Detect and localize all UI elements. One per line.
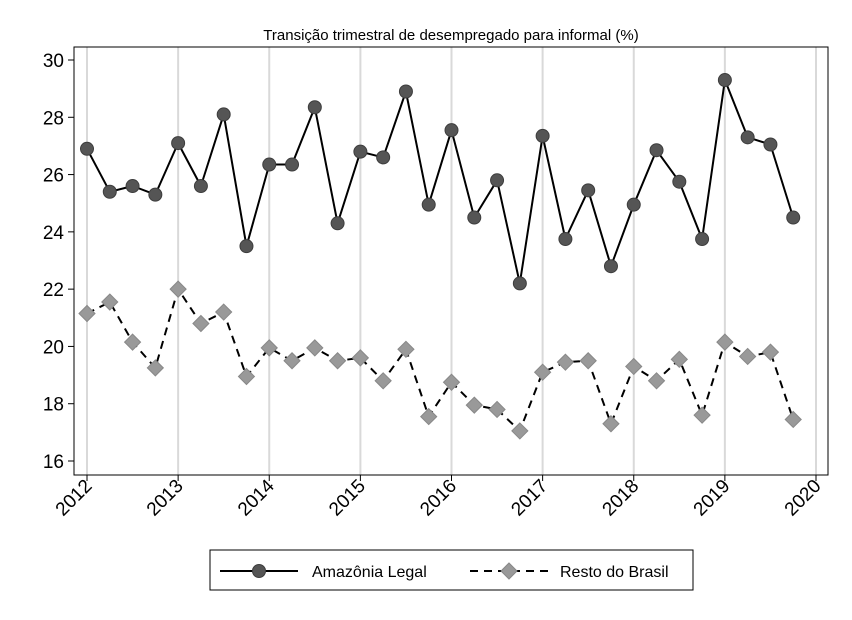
data-point-amazonia-legal-26 xyxy=(672,174,687,189)
data-point-amazonia-legal-13 xyxy=(376,150,391,165)
data-point-resto-do-brasil-15 xyxy=(420,407,438,426)
legend-box xyxy=(209,549,694,591)
data-point-amazonia-legal-31 xyxy=(786,210,801,225)
data-point-amazonia-legal-11 xyxy=(330,216,345,231)
data-point-resto-do-brasil-16 xyxy=(442,373,461,391)
data-point-resto-do-brasil-24 xyxy=(625,357,643,376)
x-tick-label-2018: 2018 xyxy=(599,476,644,521)
legend-label-resto: Resto do Brasil xyxy=(560,564,669,581)
legend: Amazônia Legal Resto do Brasil xyxy=(209,549,694,591)
data-point-resto-do-brasil-20 xyxy=(533,363,552,381)
data-point-resto-do-brasil-8 xyxy=(260,339,278,357)
data-point-resto-do-brasil-22 xyxy=(579,352,597,370)
data-point-amazonia-legal-21 xyxy=(558,232,573,247)
y-tick-label-26: 26 xyxy=(43,166,64,187)
data-point-amazonia-legal-16 xyxy=(444,123,459,138)
data-point-amazonia-legal-3 xyxy=(148,187,163,202)
data-point-resto-do-brasil-9 xyxy=(283,352,301,370)
data-point-resto-do-brasil-27 xyxy=(693,406,711,424)
data-point-amazonia-legal-2 xyxy=(125,179,140,194)
data-point-amazonia-legal-6 xyxy=(216,107,231,122)
data-point-amazonia-legal-4 xyxy=(171,136,186,151)
data-point-amazonia-legal-27 xyxy=(695,232,710,247)
x-axis: 2012 2013 2014 2015 2016 2017 2018 2019 2020 xyxy=(52,475,826,520)
data-point-amazonia-legal-19 xyxy=(512,276,527,291)
data-point-resto-do-brasil-4 xyxy=(169,280,187,298)
data-point-amazonia-legal-30 xyxy=(763,137,778,152)
series-line-amazonia-legal xyxy=(86,79,795,285)
data-point-amazonia-legal-0 xyxy=(80,141,94,156)
x-tick-label-2015: 2015 xyxy=(325,476,370,521)
data-point-amazonia-legal-1 xyxy=(102,184,117,199)
x-tick-label-2019: 2019 xyxy=(690,476,735,521)
data-point-resto-do-brasil-28 xyxy=(716,333,734,351)
data-point-resto-do-brasil-21 xyxy=(556,353,575,371)
series-layer xyxy=(78,73,802,440)
data-point-amazonia-legal-14 xyxy=(398,84,413,99)
legend-marker-amazonia xyxy=(252,564,266,578)
data-point-resto-do-brasil-2 xyxy=(123,333,142,351)
y-tick-label-18: 18 xyxy=(43,395,64,416)
legend-label-amazonia: Amazônia Legal xyxy=(312,564,427,581)
data-point-resto-do-brasil-7 xyxy=(237,367,256,386)
x-tick-label-2013: 2013 xyxy=(143,476,188,521)
data-point-amazonia-legal-23 xyxy=(603,259,618,274)
data-point-amazonia-legal-25 xyxy=(649,143,664,158)
chart-title: Transição trimestral de desempregado par… xyxy=(263,27,638,44)
y-axis: 16 18 20 22 24 26 28 30 xyxy=(43,51,74,473)
data-point-amazonia-legal-18 xyxy=(490,173,505,188)
data-point-amazonia-legal-24 xyxy=(626,197,641,212)
data-point-amazonia-legal-22 xyxy=(581,183,596,198)
data-point-resto-do-brasil-12 xyxy=(351,349,370,367)
x-tick-label-2020: 2020 xyxy=(781,476,826,521)
grid-lines xyxy=(86,47,817,475)
x-tick-label-2016: 2016 xyxy=(416,476,461,521)
data-point-resto-do-brasil-1 xyxy=(101,293,119,311)
data-point-amazonia-legal-8 xyxy=(262,157,277,172)
data-point-resto-do-brasil-29 xyxy=(738,347,757,366)
data-point-resto-do-brasil-10 xyxy=(306,339,324,357)
data-point-amazonia-legal-12 xyxy=(353,144,368,159)
data-point-amazonia-legal-29 xyxy=(740,130,755,145)
data-point-resto-do-brasil-5 xyxy=(192,314,210,333)
data-point-resto-do-brasil-31 xyxy=(784,410,802,429)
data-point-resto-do-brasil-25 xyxy=(647,372,666,390)
data-point-resto-do-brasil-17 xyxy=(465,396,483,414)
data-point-amazonia-legal-15 xyxy=(421,197,436,212)
x-tick-label-2017: 2017 xyxy=(507,476,552,521)
data-point-amazonia-legal-9 xyxy=(285,157,300,172)
data-point-resto-do-brasil-3 xyxy=(146,359,165,377)
data-point-amazonia-legal-28 xyxy=(717,73,732,88)
y-tick-label-28: 28 xyxy=(43,108,64,129)
data-point-amazonia-legal-17 xyxy=(467,210,482,225)
data-point-resto-do-brasil-23 xyxy=(602,415,620,433)
data-point-amazonia-legal-7 xyxy=(239,239,254,254)
data-point-resto-do-brasil-30 xyxy=(761,343,780,361)
data-point-resto-do-brasil-6 xyxy=(214,303,233,321)
data-point-resto-do-brasil-19 xyxy=(511,422,529,440)
x-tick-label-2014: 2014 xyxy=(234,475,279,520)
data-point-amazonia-legal-10 xyxy=(307,100,322,115)
y-tick-label-22: 22 xyxy=(43,280,64,301)
legend-marker-resto xyxy=(500,562,518,580)
data-point-resto-do-brasil-13 xyxy=(374,372,392,390)
data-point-resto-do-brasil-0 xyxy=(78,304,96,323)
data-point-resto-do-brasil-11 xyxy=(328,352,347,370)
y-tick-label-16: 16 xyxy=(43,452,64,473)
data-point-amazonia-legal-20 xyxy=(535,128,550,143)
y-tick-label-24: 24 xyxy=(43,223,65,244)
data-point-resto-do-brasil-18 xyxy=(488,400,506,419)
data-point-resto-do-brasil-14 xyxy=(397,340,415,359)
data-point-resto-do-brasil-26 xyxy=(670,350,689,369)
x-tick-label-2012: 2012 xyxy=(52,476,97,521)
y-tick-label-20: 20 xyxy=(43,337,64,358)
data-point-amazonia-legal-5 xyxy=(193,179,208,194)
y-tick-label-30: 30 xyxy=(43,51,64,72)
